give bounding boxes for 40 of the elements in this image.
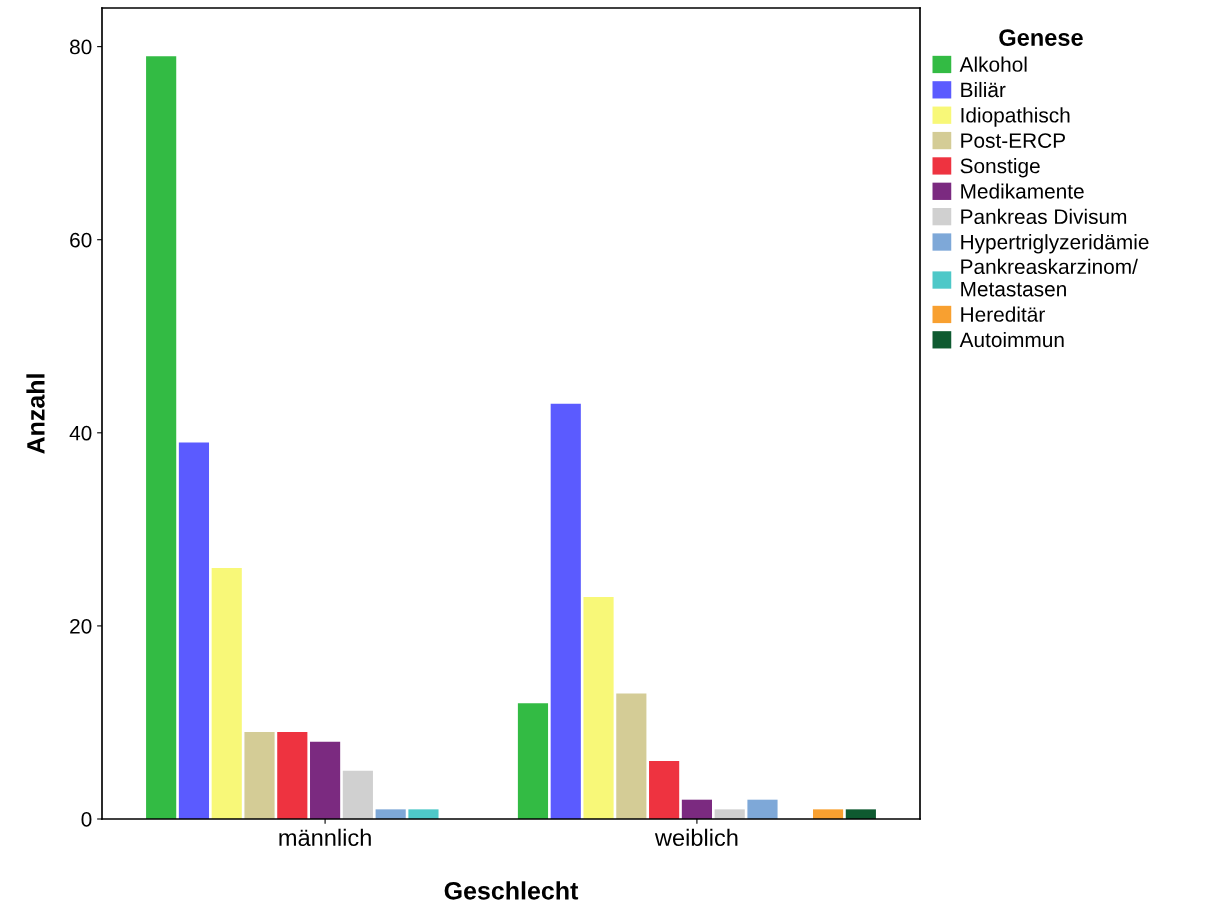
legend-label: Pankreaskarzinom/ Metastasen <box>961 258 1138 297</box>
y-tick-label: 0 <box>81 812 92 827</box>
bar <box>649 761 680 819</box>
legend-title: Genese <box>999 29 1083 46</box>
legend-label: Biliär <box>961 81 1006 98</box>
legend-label: Idiopathisch <box>961 107 1070 127</box>
bar <box>277 732 308 819</box>
x-axis-title: Geschlecht <box>444 881 579 900</box>
bar <box>845 809 876 819</box>
bar <box>244 732 275 819</box>
legend-label: Alkohol <box>959 56 1027 72</box>
y-tick-label: 40 <box>69 425 92 441</box>
bar <box>178 442 210 819</box>
bar <box>812 809 844 819</box>
y-tick-label: 60 <box>70 232 92 248</box>
legend-label: Sonstige <box>960 158 1040 178</box>
x-tick-label: weiblich <box>654 828 738 847</box>
legend-label: Medikamente <box>961 183 1084 199</box>
bar <box>681 799 712 819</box>
x-tick-label: männlich <box>279 828 371 847</box>
bar <box>550 403 581 819</box>
y-axis-title: Anzahl <box>26 374 45 454</box>
y-tick-label: 80 <box>70 39 92 55</box>
y-tick-label: 20 <box>70 618 92 634</box>
bar <box>342 770 373 819</box>
legend-label: Pankreas Divisum <box>961 208 1127 225</box>
bar <box>375 809 406 819</box>
legend-label: Hereditär <box>961 306 1045 322</box>
bar <box>211 567 242 819</box>
bar <box>616 693 647 819</box>
legend-label: Hypertriglyzeridämie <box>961 234 1149 254</box>
bar <box>714 809 745 819</box>
legend-label: Autoimmun <box>959 331 1064 348</box>
bar <box>408 809 439 819</box>
bar <box>310 741 341 819</box>
bar <box>583 596 614 819</box>
legend-label: Post-ERCP <box>961 133 1065 148</box>
bar <box>517 703 549 819</box>
bar <box>747 799 778 819</box>
bar <box>146 56 177 819</box>
